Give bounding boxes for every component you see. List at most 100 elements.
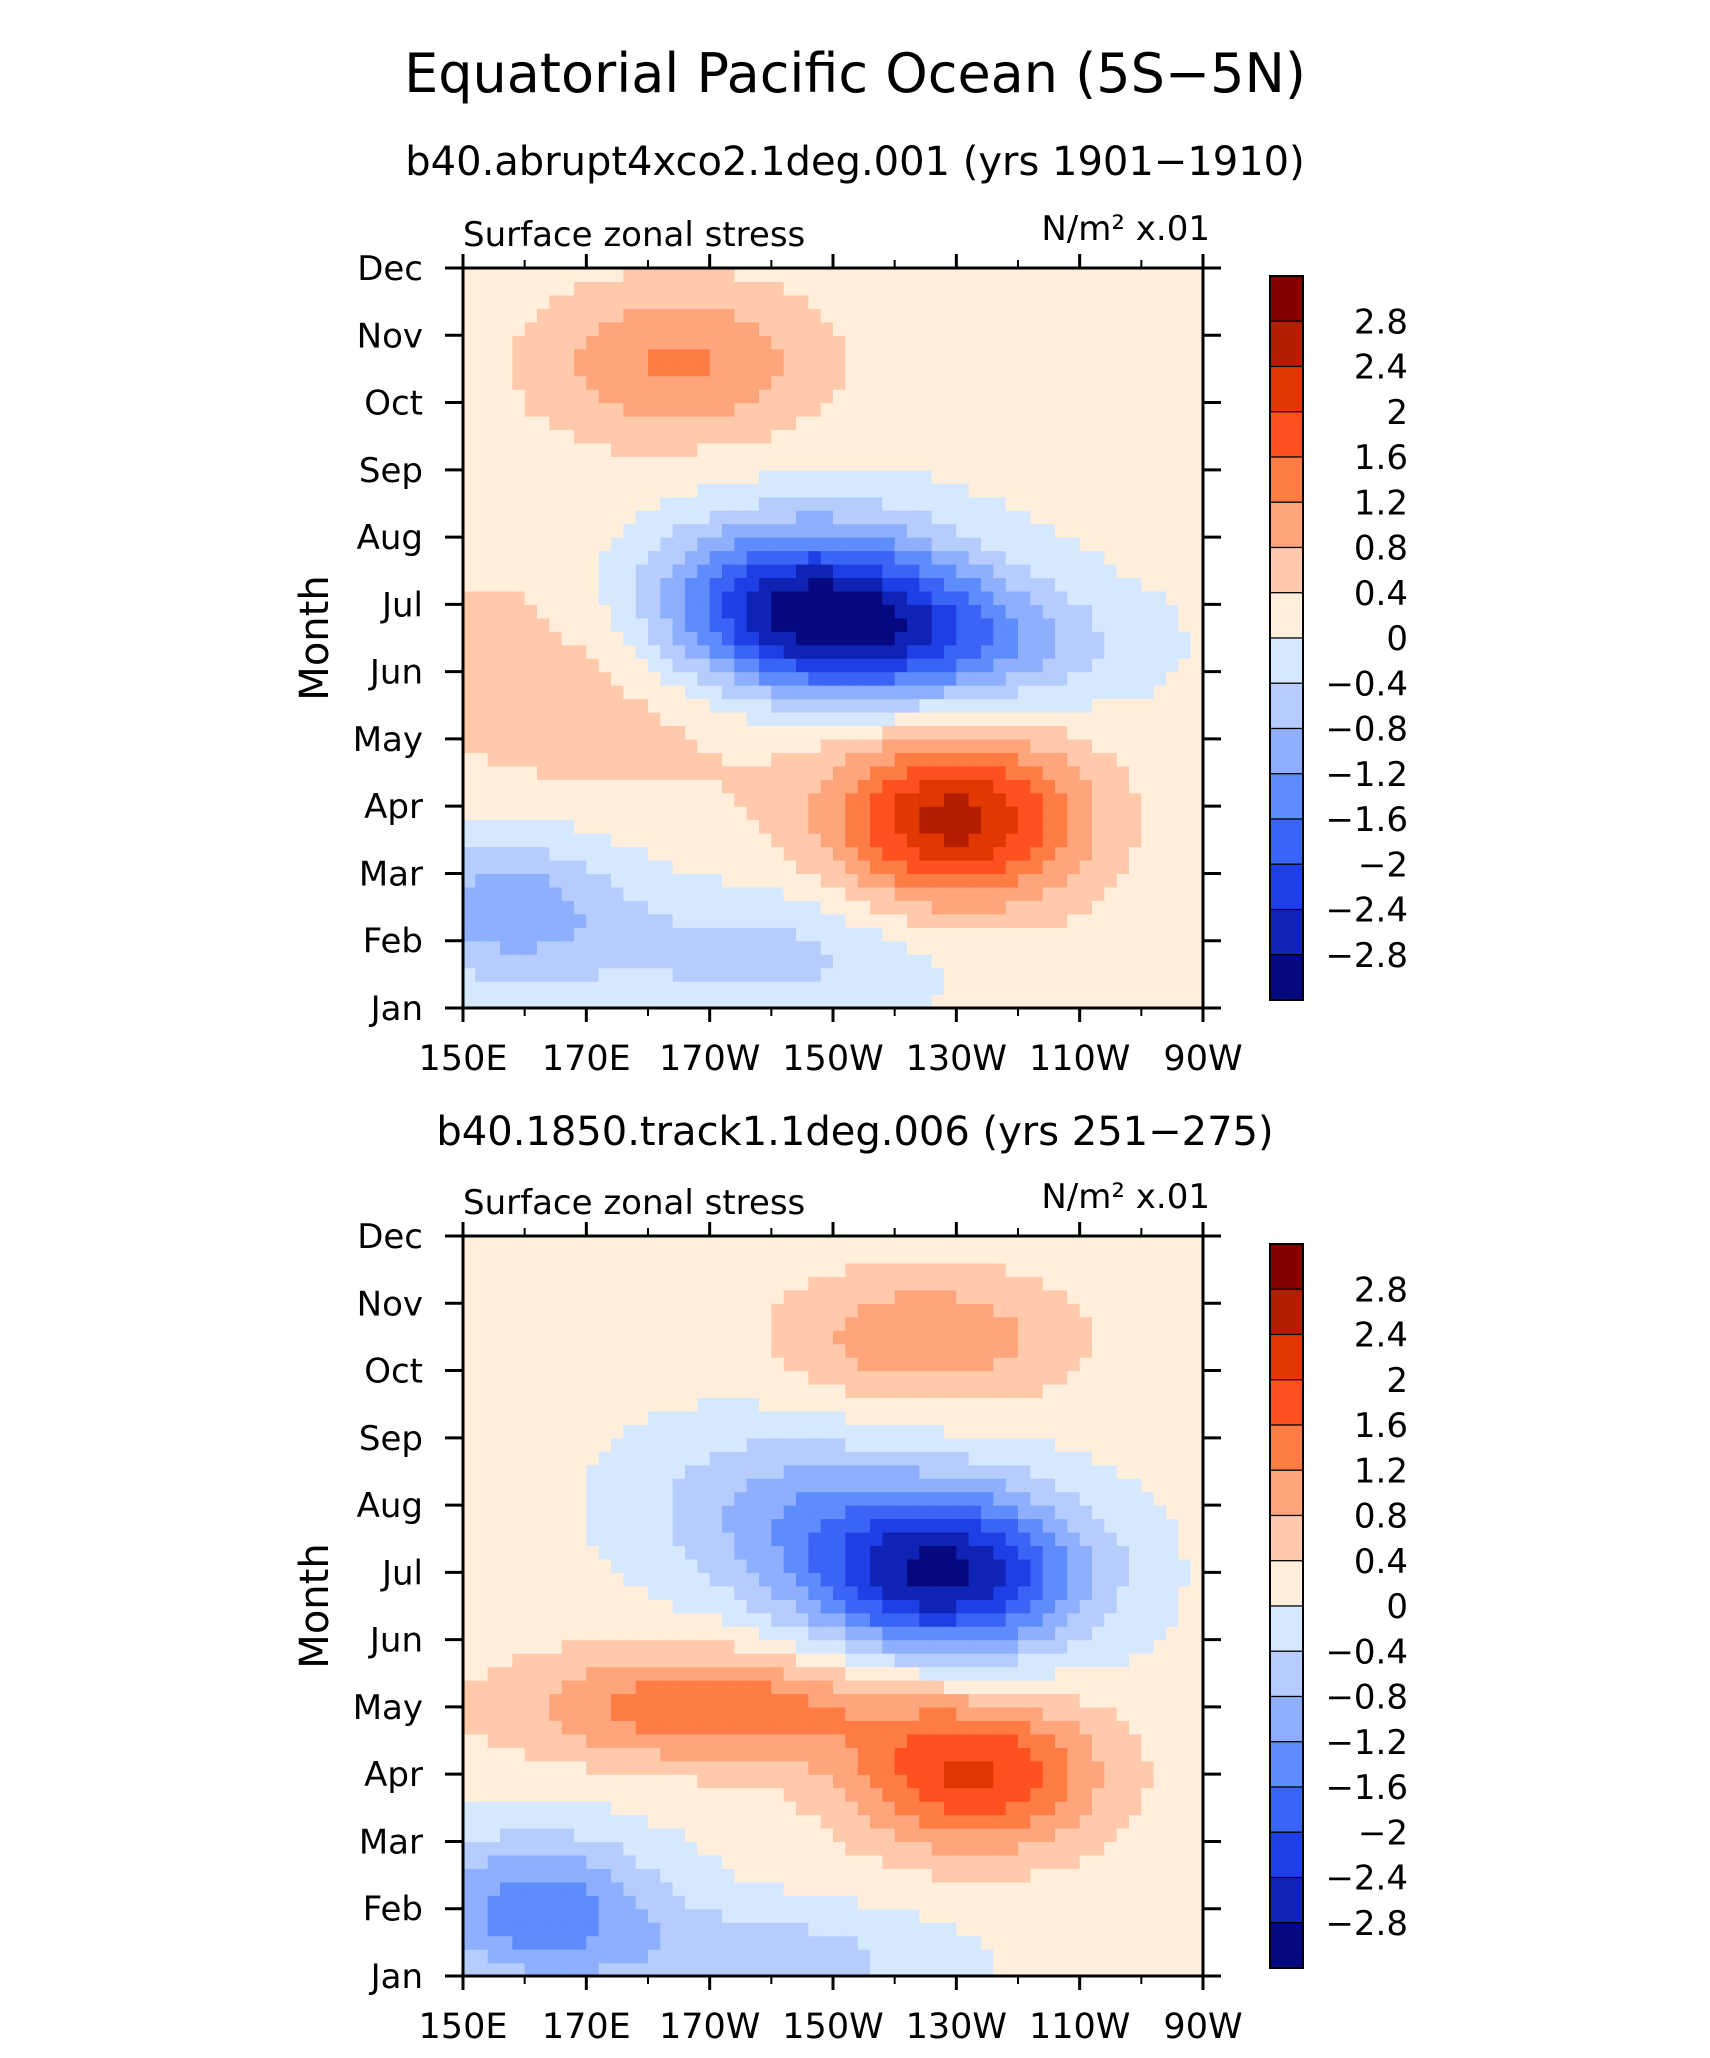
field-cell bbox=[968, 927, 982, 942]
field-cell bbox=[870, 671, 883, 686]
field-cell bbox=[944, 429, 957, 444]
x-tick-label: 150E bbox=[419, 1039, 508, 1079]
field-cell bbox=[672, 1384, 686, 1399]
field-cell bbox=[1190, 348, 1204, 363]
field-cell bbox=[586, 1962, 600, 1977]
field-cell bbox=[537, 1464, 550, 1479]
field-cell bbox=[623, 1236, 637, 1251]
field-cell bbox=[709, 1935, 723, 1950]
field-cell bbox=[796, 1410, 809, 1425]
field-cell bbox=[660, 738, 674, 753]
field-cell bbox=[598, 1747, 612, 1762]
field-cell bbox=[734, 321, 748, 336]
field-cell bbox=[500, 1908, 513, 1923]
field-cell bbox=[475, 1774, 489, 1789]
field-cell bbox=[611, 416, 624, 431]
field-cell bbox=[672, 1666, 686, 1681]
field-cell bbox=[463, 1814, 476, 1829]
field-cell bbox=[623, 806, 637, 821]
field-cell bbox=[561, 1464, 575, 1479]
field-cell bbox=[487, 631, 501, 646]
field-cell bbox=[808, 1424, 822, 1439]
field-cell bbox=[882, 819, 896, 834]
field-cell bbox=[857, 725, 871, 740]
field-cell bbox=[635, 940, 649, 955]
field-cell bbox=[475, 806, 489, 821]
field-cell bbox=[512, 765, 526, 780]
field-cell bbox=[524, 994, 538, 1009]
field-cell bbox=[907, 577, 920, 592]
field-cell bbox=[635, 873, 649, 888]
field-cell bbox=[796, 1505, 809, 1520]
field-cell bbox=[611, 644, 624, 659]
field-cell bbox=[635, 321, 649, 336]
field-cell bbox=[783, 456, 797, 471]
field-cell bbox=[783, 1854, 797, 1869]
field-cell bbox=[598, 1545, 612, 1560]
field-cell bbox=[722, 1518, 735, 1533]
field-cell bbox=[672, 1478, 686, 1493]
field-cell bbox=[783, 644, 797, 659]
field-cell bbox=[1018, 631, 1031, 646]
field-cell bbox=[524, 416, 538, 431]
field-cell bbox=[796, 873, 809, 888]
field-cell bbox=[1030, 833, 1044, 848]
field-cell bbox=[1190, 886, 1204, 901]
field-cell bbox=[1005, 442, 1019, 457]
field-cell bbox=[586, 1505, 600, 1520]
field-cell bbox=[611, 1626, 624, 1641]
field-cell bbox=[722, 954, 735, 969]
colorbar-swatch bbox=[1269, 365, 1304, 413]
field-cell bbox=[894, 362, 908, 377]
field-cell bbox=[1018, 550, 1031, 565]
field-cell bbox=[598, 429, 612, 444]
field-cell bbox=[734, 294, 748, 309]
field-cell bbox=[475, 1639, 489, 1654]
field-cell bbox=[746, 1908, 760, 1923]
field-cell bbox=[1018, 590, 1031, 605]
field-cell bbox=[882, 806, 896, 821]
field-cell bbox=[586, 981, 600, 996]
field-cell bbox=[1178, 712, 1192, 727]
field-cell bbox=[981, 779, 994, 794]
field-cell bbox=[783, 577, 797, 592]
field-cell bbox=[598, 564, 612, 579]
field-cell bbox=[944, 806, 957, 821]
field-cell bbox=[549, 456, 563, 471]
field-cell bbox=[475, 765, 489, 780]
field-cell bbox=[586, 335, 600, 350]
field-cell bbox=[956, 523, 970, 538]
field-cell bbox=[1092, 537, 1105, 552]
field-cell bbox=[1042, 900, 1056, 915]
field-cell bbox=[956, 348, 970, 363]
field-cell bbox=[586, 1747, 600, 1762]
field-cell bbox=[611, 927, 624, 942]
field-cell bbox=[1042, 483, 1056, 498]
field-cell bbox=[1153, 564, 1167, 579]
field-cell bbox=[981, 375, 994, 390]
field-cell bbox=[549, 1760, 563, 1775]
field-cell bbox=[722, 1680, 735, 1695]
field-cell bbox=[648, 792, 661, 807]
field-cell bbox=[820, 442, 834, 457]
field-cell bbox=[759, 294, 772, 309]
field-cell bbox=[537, 1895, 550, 1910]
field-cell bbox=[574, 1639, 587, 1654]
field-cell bbox=[512, 981, 526, 996]
field-cell bbox=[1079, 483, 1093, 498]
field-cell bbox=[746, 362, 760, 377]
field-cell bbox=[833, 496, 846, 511]
field-cell bbox=[598, 1814, 612, 1829]
field-cell bbox=[1067, 913, 1081, 928]
field-cell bbox=[1104, 604, 1118, 619]
field-cell bbox=[931, 860, 945, 875]
field-cell bbox=[512, 510, 526, 525]
field-cell bbox=[981, 860, 994, 875]
field-cell bbox=[808, 496, 822, 511]
field-cell bbox=[993, 833, 1007, 848]
field-cell bbox=[1018, 294, 1031, 309]
field-cell bbox=[907, 429, 920, 444]
field-cell bbox=[660, 402, 674, 417]
field-cell bbox=[1042, 927, 1056, 942]
field-cell bbox=[722, 685, 735, 700]
